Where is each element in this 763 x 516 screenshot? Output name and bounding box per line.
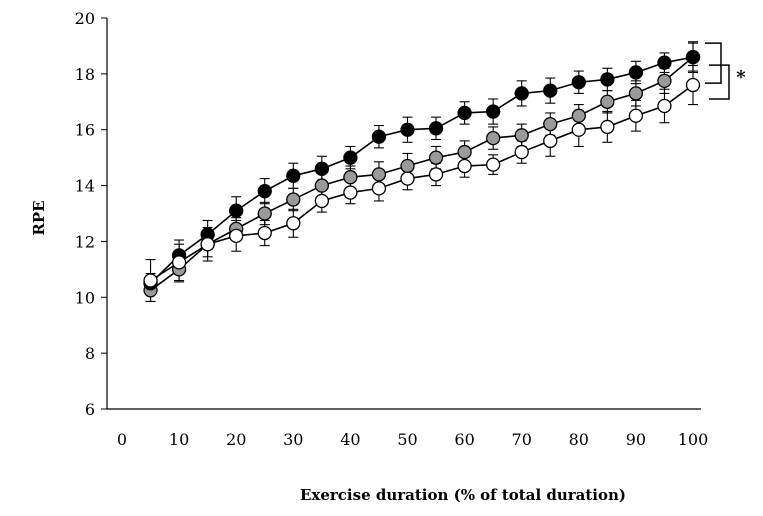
- data-point-filled-black: [343, 150, 358, 165]
- data-point-open-white: [343, 185, 358, 200]
- data-point-filled-black: [571, 75, 586, 90]
- x-tick-label: 90: [626, 430, 646, 449]
- x-tick-label: 100: [678, 430, 709, 449]
- data-point-filled-black: [628, 65, 644, 80]
- significance-asterisk: *: [736, 67, 746, 88]
- data-point-open-white: [600, 119, 615, 135]
- data-point-filled-black: [685, 49, 701, 65]
- data-point-filled-gray: [286, 192, 301, 207]
- data-point-filled-gray: [600, 94, 615, 109]
- significance-annotation: *: [705, 42, 746, 100]
- y-tick-label: 10: [75, 288, 95, 307]
- y-tick-label: 12: [75, 232, 95, 251]
- data-point-filled-black: [229, 203, 244, 218]
- data-point-filled-black: [428, 121, 444, 136]
- data-point-open-white: [200, 237, 215, 252]
- x-tick-label: 60: [454, 430, 474, 449]
- plot-area: [143, 41, 701, 303]
- data-point-open-white: [371, 181, 387, 196]
- data-point-open-white: [457, 158, 472, 174]
- data-point-filled-gray: [457, 144, 472, 160]
- data-point-open-white: [314, 193, 330, 209]
- y-tick-label: 6: [85, 400, 95, 419]
- data-point-filled-black: [457, 105, 472, 121]
- data-point-open-white: [428, 167, 444, 182]
- data-point-filled-gray: [257, 206, 272, 221]
- data-point-filled-gray: [371, 167, 387, 182]
- data-point-filled-gray: [628, 86, 644, 101]
- x-tick-label: 30: [283, 430, 303, 449]
- data-point-filled-black: [600, 72, 615, 87]
- x-tick-label: 50: [397, 430, 417, 449]
- data-point-filled-black: [514, 86, 529, 101]
- data-point-filled-black: [657, 55, 672, 70]
- data-point-filled-black: [286, 168, 301, 183]
- y-tick-label: 20: [75, 9, 95, 28]
- data-point-open-white: [257, 225, 272, 241]
- axes: 6 8 10 12 14 16 18 20 0 10 20 30 40 50 60 70 80 90 100: [75, 9, 709, 449]
- data-point-filled-gray: [543, 116, 558, 132]
- data-point-open-white: [657, 98, 672, 114]
- significance-bracket: [705, 42, 722, 84]
- data-point-open-white: [400, 171, 415, 186]
- data-point-filled-black: [400, 122, 415, 137]
- x-tick-label: 0: [117, 430, 127, 449]
- data-point-open-white: [543, 133, 558, 149]
- data-point-filled-black: [543, 83, 558, 98]
- data-point-filled-gray: [428, 150, 444, 165]
- data-point-filled-black: [371, 129, 387, 144]
- data-point-open-white: [143, 273, 158, 288]
- x-tick-label: 40: [340, 430, 360, 449]
- data-point-open-white: [628, 108, 644, 123]
- data-point-filled-gray: [343, 170, 358, 185]
- x-tick-label: 80: [569, 430, 589, 449]
- data-point-filled-gray: [400, 158, 415, 174]
- data-point-filled-gray: [657, 73, 672, 88]
- data-point-open-white: [171, 255, 187, 270]
- x-tick-label: 70: [512, 430, 532, 449]
- y-tick-label: 8: [85, 344, 95, 363]
- data-point-open-white: [571, 122, 586, 137]
- data-point-filled-gray: [314, 178, 330, 193]
- data-point-filled-black: [485, 104, 501, 119]
- y-axis-title: RPE: [30, 200, 48, 235]
- data-point-open-white: [286, 216, 301, 231]
- series-line-filled-gray: [150, 56, 694, 291]
- x-tick-label: 20: [226, 430, 246, 449]
- data-point-filled-gray: [485, 130, 501, 146]
- data-point-open-white: [685, 77, 701, 93]
- data-point-filled-black: [314, 161, 330, 176]
- data-point-filled-gray: [514, 128, 529, 143]
- y-tick-label: 18: [75, 65, 95, 84]
- data-point-open-white: [229, 228, 244, 243]
- data-point-filled-black: [257, 184, 272, 199]
- data-point-open-white: [485, 157, 501, 172]
- y-tick-label: 16: [75, 121, 95, 140]
- data-point-filled-gray: [571, 108, 586, 123]
- x-axis-title: Exercise duration (% of total duration): [300, 486, 626, 504]
- x-tick-label: 10: [169, 430, 189, 449]
- data-point-open-white: [514, 144, 529, 160]
- significance-bracket: [709, 64, 730, 100]
- y-tick-label: 14: [75, 177, 95, 196]
